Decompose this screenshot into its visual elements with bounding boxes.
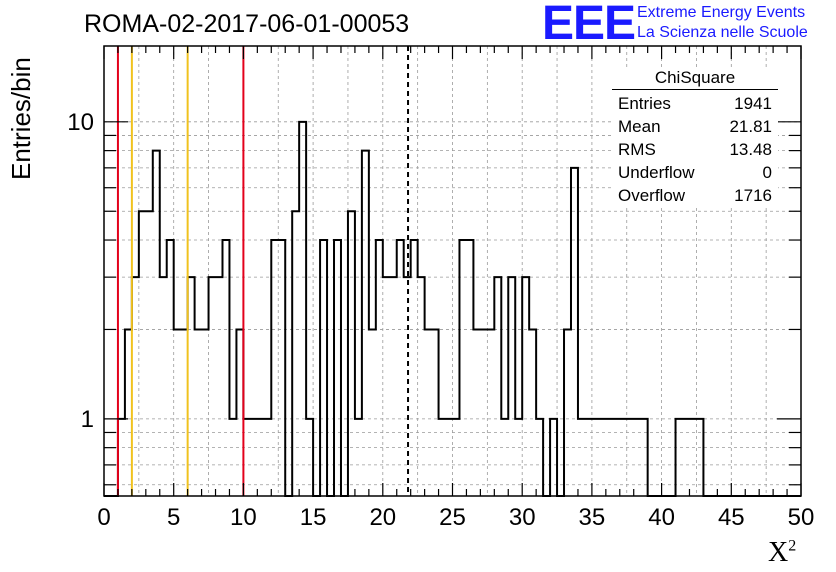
- stats-label: RMS: [618, 140, 656, 159]
- x-axis-label-superscript: 2: [788, 537, 797, 555]
- y-tick-label: 1: [81, 406, 94, 433]
- stats-row: Mean 21.81: [612, 115, 778, 138]
- histogram-series: [104, 120, 801, 497]
- eee-logo: EEE: [542, 0, 636, 50]
- x-tick-label: 35: [579, 504, 606, 531]
- stats-box: ChiSquare Entries 1941 Mean 21.81 RMS 13…: [612, 68, 778, 207]
- stats-value: 21.81: [729, 117, 772, 136]
- y-axis-label: Entries/bin: [6, 57, 36, 180]
- logo-caption-line2: La Scienza nelle Scuole: [637, 24, 808, 41]
- x-tick-label: 30: [509, 504, 536, 531]
- logo-caption-line1: Extreme Energy Events: [637, 4, 806, 21]
- stats-value: 1716: [734, 186, 772, 205]
- stats-row: Entries 1941: [612, 92, 778, 115]
- x-tick-label: 15: [300, 504, 327, 531]
- x-tick-label: 25: [439, 504, 466, 531]
- stats-label: Underflow: [618, 163, 695, 182]
- x-axis-label-base: X: [768, 537, 789, 568]
- x-tick-label: 45: [718, 504, 745, 531]
- stats-value: 1941: [734, 94, 772, 113]
- stats-row: Underflow 0: [612, 161, 778, 184]
- stats-label: Mean: [618, 117, 661, 136]
- stats-value: 13.48: [729, 140, 772, 159]
- stats-label: Entries: [618, 94, 671, 113]
- x-tick-label: 40: [648, 504, 675, 531]
- x-tick-label: 50: [788, 504, 815, 531]
- chart-title: ROMA-02-2017-06-01-00053: [84, 10, 410, 38]
- stats-title: ChiSquare: [612, 68, 778, 90]
- x-tick-label: 0: [97, 504, 110, 531]
- stats-label: Overflow: [618, 186, 686, 205]
- stats-row: RMS 13.48: [612, 138, 778, 161]
- x-tick-label: 5: [167, 504, 180, 531]
- x-axis-label: X2: [768, 537, 796, 569]
- y-tick-label: 10: [67, 109, 94, 136]
- stats-row: Overflow 1716: [612, 184, 778, 207]
- stats-value: 0: [762, 163, 772, 182]
- x-tick-label: 20: [369, 504, 396, 531]
- x-tick-label: 10: [230, 504, 257, 531]
